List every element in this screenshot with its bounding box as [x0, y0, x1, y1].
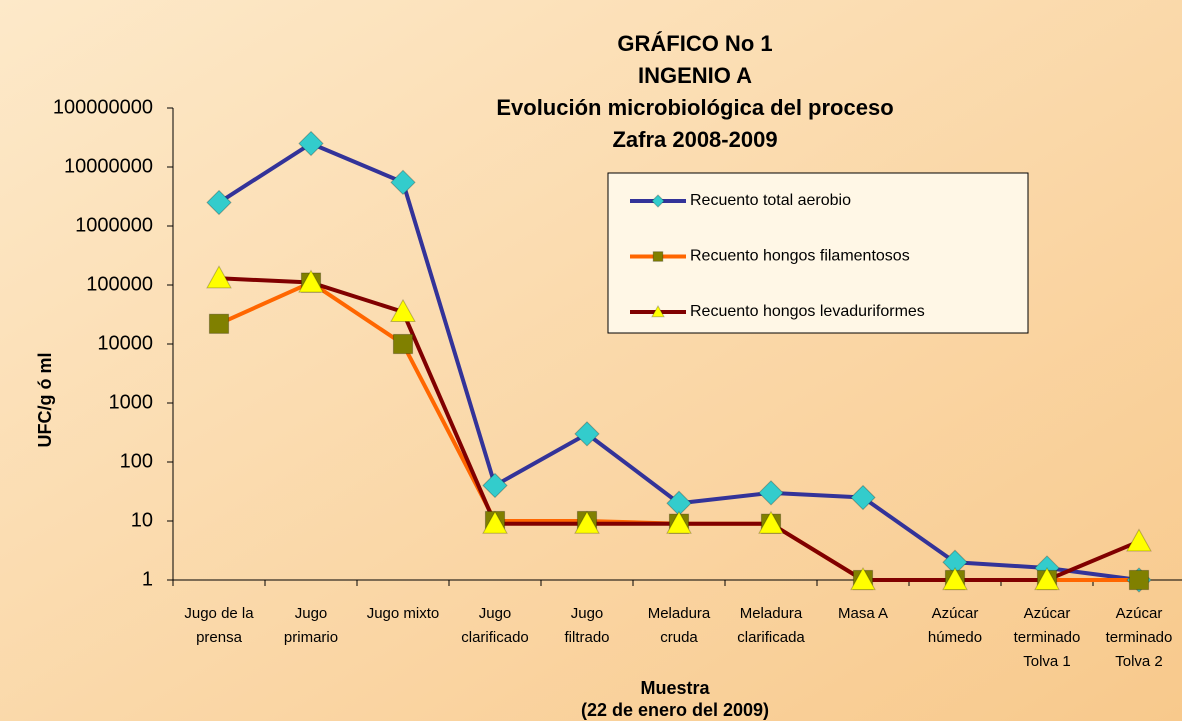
x-tick-label: Meladura [740, 605, 803, 622]
x-tick-label: Meladura [648, 605, 711, 622]
x-tick-label: cruda [660, 629, 698, 646]
marker [206, 189, 232, 216]
x-tick-label: Azúcar [932, 605, 979, 622]
marker [850, 484, 876, 511]
x-axis-label: Muestra [640, 678, 710, 698]
x-tick-label: Jugo [479, 605, 512, 622]
legend-label: Recuento total aerobio [690, 192, 851, 209]
marker [1034, 566, 1060, 591]
x-tick-label: clarificada [737, 629, 805, 646]
y-tick-label: 100000 [86, 273, 153, 295]
chart-title: Zafra 2008-2009 [612, 127, 777, 152]
y-tick-label: 10 [131, 509, 153, 531]
y-axis-label: UFC/g ó ml [35, 353, 55, 448]
marker [666, 510, 692, 534]
y-tick-label: 1 [142, 568, 153, 590]
marker [1128, 569, 1150, 591]
marker [758, 480, 784, 506]
y-tick-label: 10000000 [64, 155, 153, 177]
x-tick-label: Azúcar [1116, 605, 1163, 622]
marker [1126, 528, 1152, 552]
chart-title: Evolución microbiológica del proceso [496, 95, 893, 120]
x-tick-label: clarificado [461, 629, 529, 646]
x-tick-label: Jugo [571, 605, 604, 622]
marker [390, 169, 416, 196]
x-axis-label: (22 de enero del 2009) [581, 700, 769, 720]
marker [574, 510, 600, 534]
y-tick-label: 10000 [97, 332, 153, 354]
marker [652, 251, 664, 262]
x-tick-label: Tolva 2 [1115, 653, 1163, 670]
marker [574, 421, 600, 447]
marker [392, 333, 414, 355]
x-tick-label: terminado [1106, 629, 1173, 646]
marker [298, 269, 324, 293]
x-tick-label: Masa A [838, 605, 888, 622]
marker [942, 566, 968, 591]
x-tick-label: Jugo [295, 605, 328, 622]
marker [651, 194, 665, 208]
x-tick-label: primario [284, 629, 338, 646]
marker [850, 566, 876, 591]
chart-title: GRÁFICO No 1 [617, 31, 772, 56]
marker [758, 510, 784, 534]
marker [482, 510, 508, 534]
x-tick-label: Jugo de la [184, 605, 254, 622]
y-tick-label: 1000 [109, 391, 154, 413]
legend-label: Recuento hongos filamentosos [690, 248, 910, 265]
x-tick-label: filtrado [564, 629, 609, 646]
x-tick-label: terminado [1014, 629, 1081, 646]
marker [651, 304, 665, 318]
marker [390, 298, 416, 322]
x-tick-label: prensa [196, 629, 243, 646]
marker [208, 313, 230, 334]
marker [482, 472, 508, 499]
y-tick-label: 1000000 [75, 214, 153, 236]
x-tick-label: Azúcar [1024, 605, 1071, 622]
x-tick-label: Tolva 1 [1023, 653, 1071, 670]
marker [298, 130, 324, 157]
x-tick-label: Jugo mixto [367, 605, 440, 622]
y-tick-label: 100 [120, 450, 153, 472]
marker [206, 265, 232, 289]
chart-title: INGENIO A [638, 63, 752, 88]
y-tick-label: 100000000 [53, 96, 153, 118]
legend-label: Recuento hongos levaduriformes [690, 303, 925, 320]
x-tick-label: húmedo [928, 629, 982, 646]
